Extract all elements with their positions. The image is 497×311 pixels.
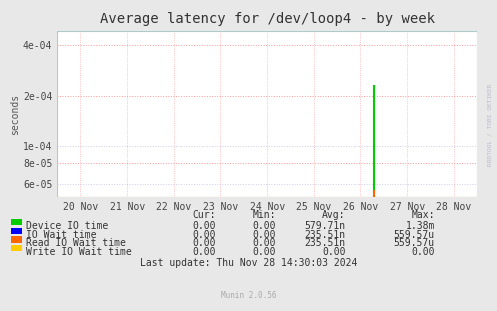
Text: Write IO Wait time: Write IO Wait time [26, 247, 132, 257]
Text: 0.00: 0.00 [322, 247, 345, 257]
Text: 0.00: 0.00 [193, 238, 216, 248]
Text: 0.00: 0.00 [193, 221, 216, 231]
Text: Cur:: Cur: [193, 210, 216, 220]
Text: Read IO Wait time: Read IO Wait time [26, 238, 126, 248]
Text: 0.00: 0.00 [252, 247, 276, 257]
Text: RRDTOOL / TOBI OETIKER: RRDTOOL / TOBI OETIKER [487, 83, 492, 166]
Text: 0.00: 0.00 [412, 247, 435, 257]
Text: IO Wait time: IO Wait time [26, 230, 96, 239]
Text: Min:: Min: [252, 210, 276, 220]
Text: 0.00: 0.00 [193, 230, 216, 239]
Text: 0.00: 0.00 [252, 238, 276, 248]
Text: 235.51n: 235.51n [304, 238, 345, 248]
Text: 579.71n: 579.71n [304, 221, 345, 231]
Title: Average latency for /dev/loop4 - by week: Average latency for /dev/loop4 - by week [99, 12, 435, 26]
Text: 0.00: 0.00 [252, 230, 276, 239]
Text: Avg:: Avg: [322, 210, 345, 220]
Text: 559.57u: 559.57u [394, 230, 435, 239]
Text: 1.38m: 1.38m [406, 221, 435, 231]
Text: 235.51n: 235.51n [304, 230, 345, 239]
Text: Munin 2.0.56: Munin 2.0.56 [221, 291, 276, 300]
Text: Last update: Thu Nov 28 14:30:03 2024: Last update: Thu Nov 28 14:30:03 2024 [140, 258, 357, 268]
Text: 0.00: 0.00 [193, 247, 216, 257]
Text: Device IO time: Device IO time [26, 221, 108, 231]
Text: 0.00: 0.00 [252, 221, 276, 231]
Text: 559.57u: 559.57u [394, 238, 435, 248]
Text: Max:: Max: [412, 210, 435, 220]
Y-axis label: seconds: seconds [10, 94, 20, 135]
